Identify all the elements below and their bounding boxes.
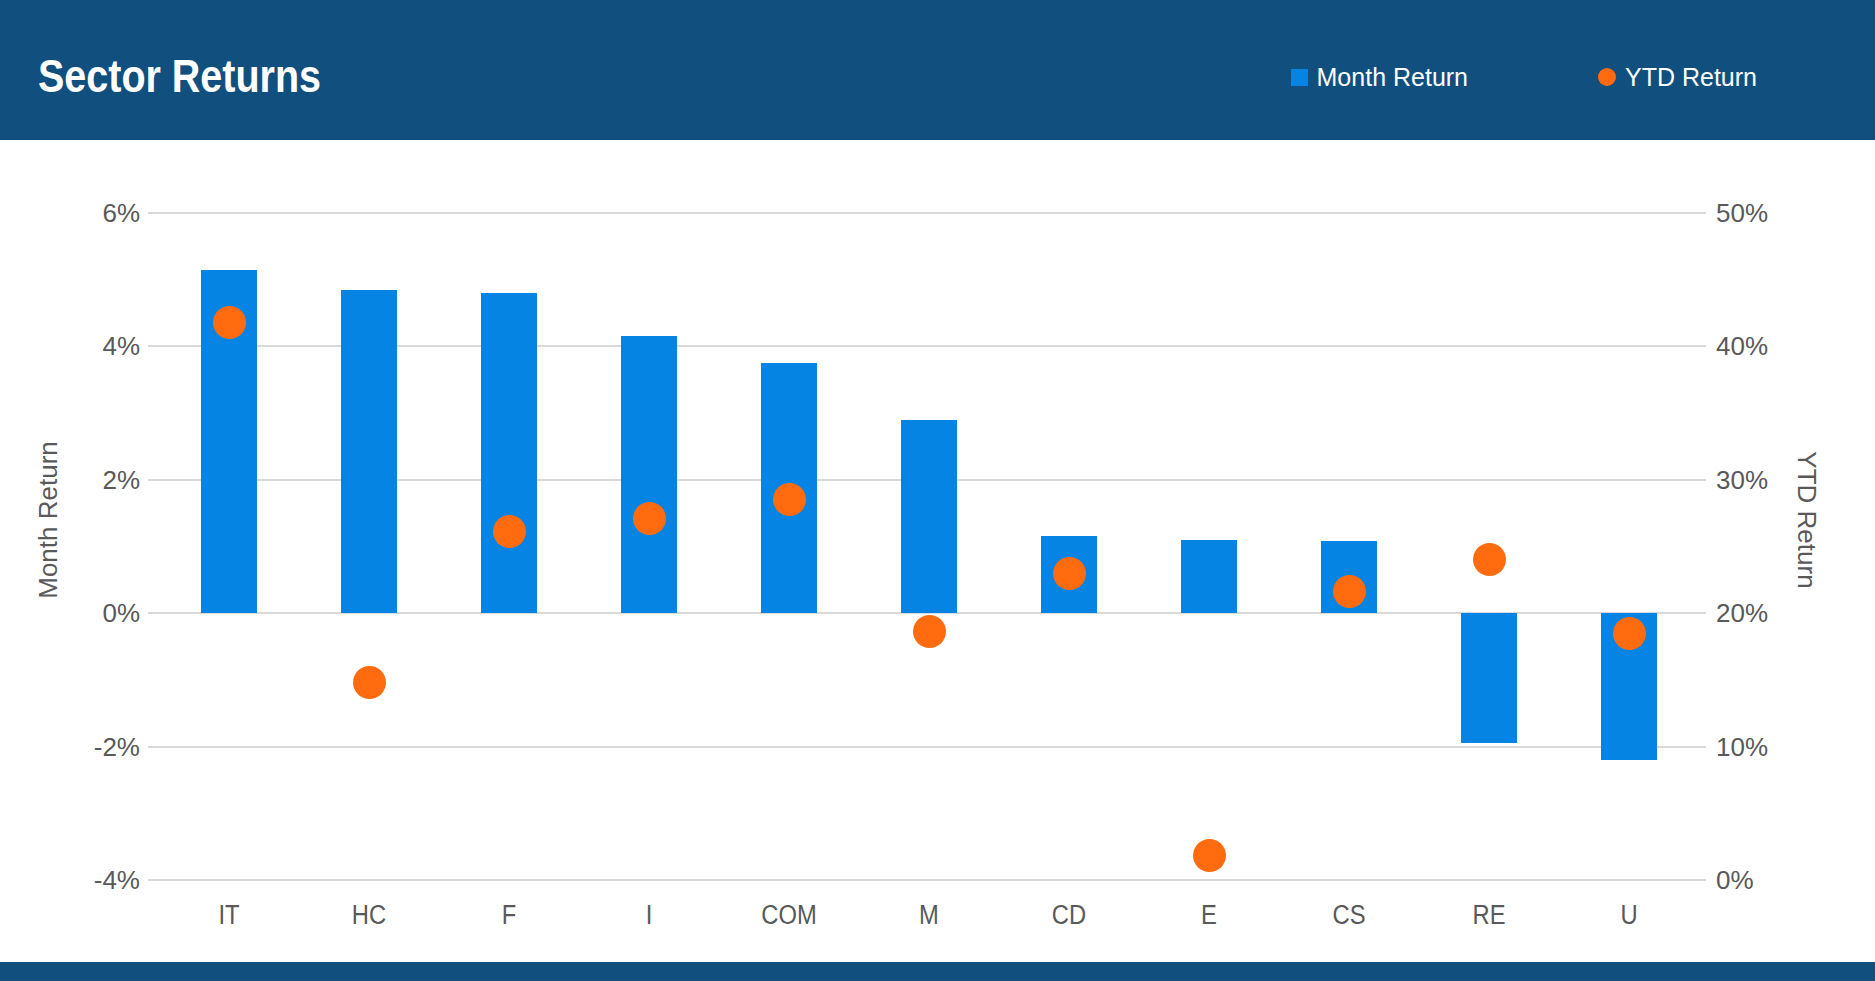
header-bar: Sector Returns Month Return YTD Return xyxy=(0,0,1875,140)
x-axis-label-u: U xyxy=(1567,900,1690,931)
right-axis-tick xyxy=(1686,479,1706,481)
x-axis-label-hc: HC xyxy=(307,900,430,931)
x-axis-label-com: COM xyxy=(727,900,850,931)
left-axis-tick xyxy=(148,879,168,881)
x-axis-label-m: M xyxy=(867,900,990,931)
bar-f xyxy=(481,293,537,613)
x-axis-label-cd: CD xyxy=(1007,900,1130,931)
bar-i xyxy=(621,336,677,613)
right-axis-tick xyxy=(1686,212,1706,214)
right-axis-tick xyxy=(1686,746,1706,748)
x-axis-label-e: E xyxy=(1147,900,1270,931)
dot-cd xyxy=(1053,557,1086,590)
legend-label-ytd-return: YTD Return xyxy=(1625,63,1757,92)
chart-plot-area: 6%50%4%40%2%30%0%20%-2%10%-4%0%ITHCFICOM… xyxy=(0,0,1875,981)
bar-hc xyxy=(341,290,397,613)
bar-e xyxy=(1181,540,1237,613)
right-axis-tick-label: 20% xyxy=(1716,597,1816,629)
x-axis-label-it: IT xyxy=(167,900,290,931)
gridline xyxy=(168,879,1688,881)
right-axis-tick xyxy=(1686,612,1706,614)
gridline xyxy=(168,212,1688,214)
left-axis-tick-label: -2% xyxy=(40,731,140,763)
right-axis-tick-label: 40% xyxy=(1716,330,1816,362)
left-axis-tick xyxy=(148,345,168,347)
page-title: Sector Returns xyxy=(38,38,321,103)
dot-f xyxy=(493,515,526,548)
left-axis-tick xyxy=(148,212,168,214)
left-axis-tick-label: 0% xyxy=(40,597,140,629)
dot-hc xyxy=(353,666,386,699)
right-axis-tick-label: 0% xyxy=(1716,864,1816,896)
legend-item-month-return[interactable]: Month Return xyxy=(1291,63,1468,92)
right-axis-tick-label: 10% xyxy=(1716,731,1816,763)
legend-item-ytd-return[interactable]: YTD Return xyxy=(1598,63,1757,92)
left-axis-tick xyxy=(148,612,168,614)
x-axis-label-f: F xyxy=(447,900,570,931)
left-axis-tick-label: 4% xyxy=(40,330,140,362)
dot-m xyxy=(913,615,946,648)
footer-bar xyxy=(0,962,1875,981)
x-axis-label-i: I xyxy=(587,900,710,931)
left-axis-tick xyxy=(148,746,168,748)
dot-i xyxy=(633,502,666,535)
left-axis-tick-label: 6% xyxy=(40,197,140,229)
right-axis-tick xyxy=(1686,879,1706,881)
left-axis-tick xyxy=(148,479,168,481)
bar-m xyxy=(901,420,957,613)
dot-u xyxy=(1613,617,1646,650)
dot-cs xyxy=(1333,575,1366,608)
right-axis-tick-label: 50% xyxy=(1716,197,1816,229)
right-axis-tick xyxy=(1686,345,1706,347)
left-axis-tick-label: -4% xyxy=(40,864,140,896)
dot-it xyxy=(213,306,246,339)
ytd-return-swatch-icon xyxy=(1598,68,1616,86)
x-axis-label-re: RE xyxy=(1427,900,1550,931)
chart-legend: Month Return YTD Return xyxy=(1291,49,1757,92)
x-axis-label-cs: CS xyxy=(1287,900,1410,931)
page: 6%50%4%40%2%30%0%20%-2%10%-4%0%ITHCFICOM… xyxy=(0,0,1875,981)
bar-re xyxy=(1461,613,1517,743)
dot-e xyxy=(1193,839,1226,872)
left-axis-title: Month Return xyxy=(33,441,64,599)
dot-re xyxy=(1473,543,1506,576)
right-axis-title: YTD Return xyxy=(1791,451,1822,588)
legend-label-month-return: Month Return xyxy=(1317,63,1468,92)
month-return-swatch-icon xyxy=(1291,69,1308,86)
dot-com xyxy=(773,483,806,516)
gridline xyxy=(168,746,1688,748)
